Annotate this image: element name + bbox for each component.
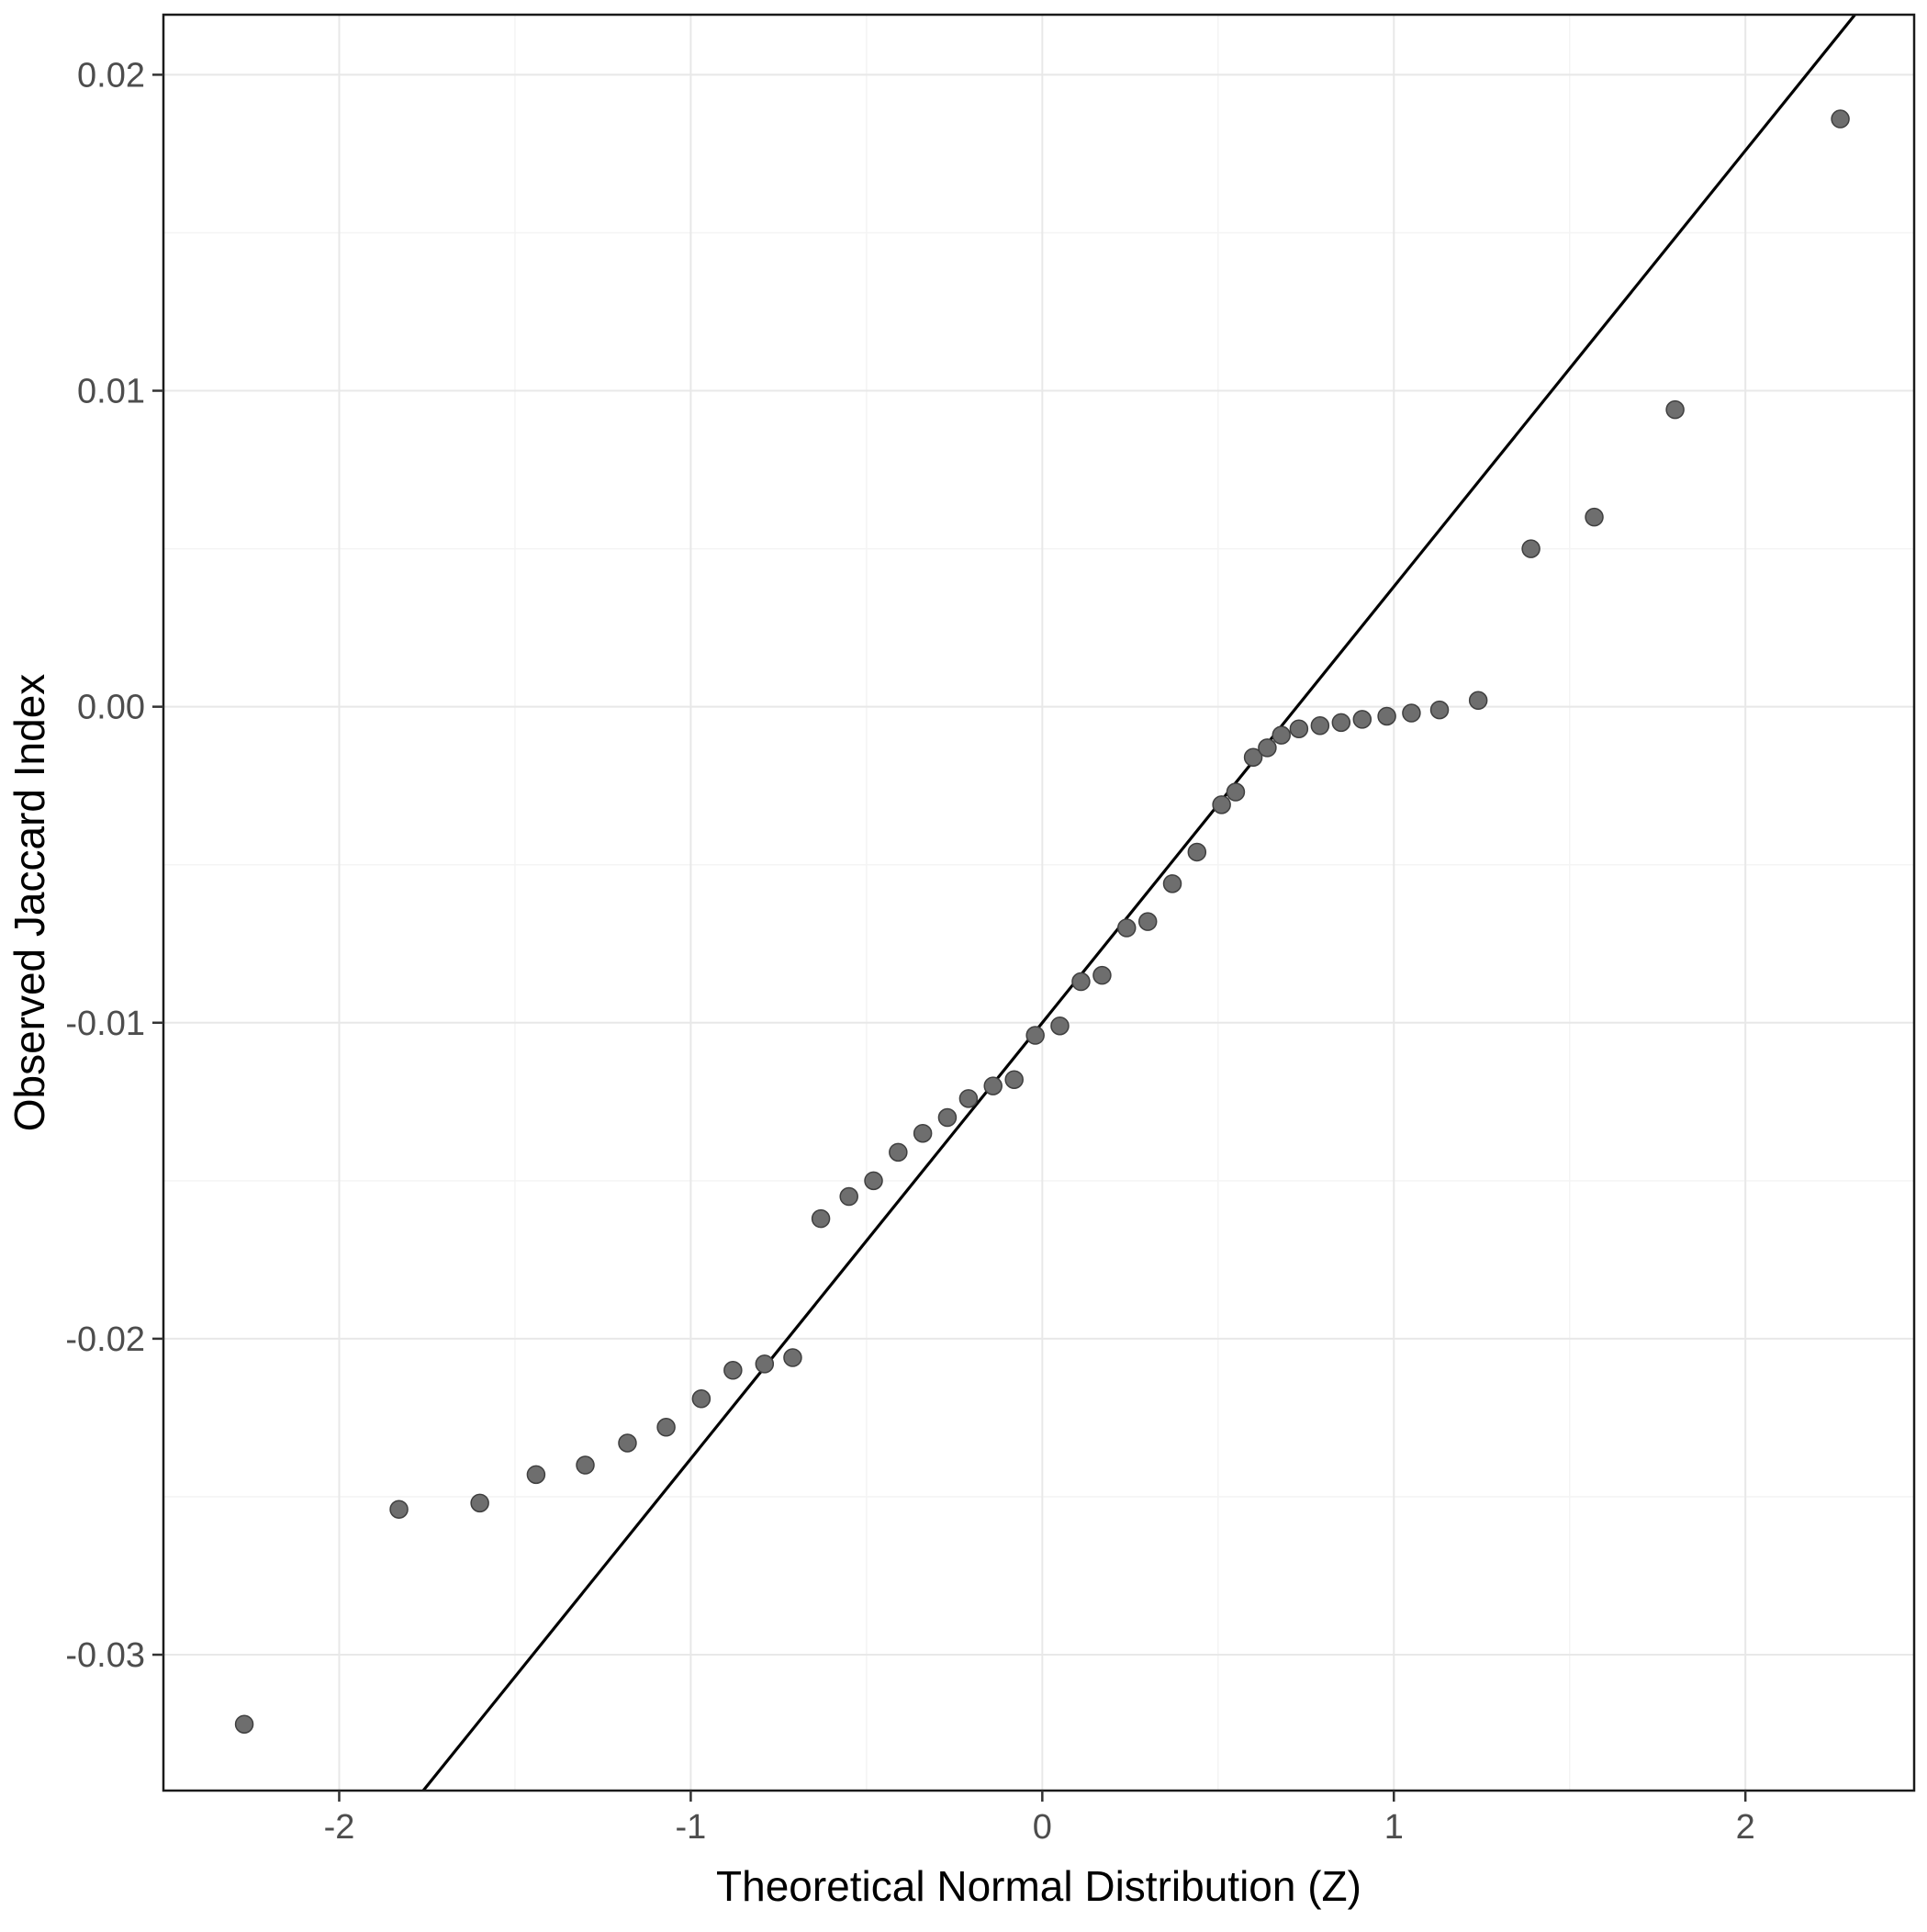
y-axis-title: Observed Jaccard Index	[6, 674, 53, 1132]
x-tick-label: 0	[1033, 1808, 1052, 1847]
data-point	[1429, 700, 1450, 720]
y-tick-label: 0.01	[77, 373, 145, 411]
data-point	[618, 1433, 637, 1453]
x-tick-label: 1	[1384, 1808, 1404, 1847]
data-point	[1025, 1026, 1045, 1045]
data-point	[1212, 795, 1231, 814]
data-point	[526, 1465, 546, 1485]
data-point	[1243, 747, 1263, 767]
data-point	[576, 1455, 595, 1475]
data-point	[691, 1389, 711, 1409]
data-point	[1665, 399, 1685, 420]
reference-line	[420, 15, 1857, 1791]
data-point	[470, 1493, 489, 1513]
data-point	[889, 1142, 908, 1163]
data-point	[1226, 782, 1246, 802]
y-tick-label: -0.01	[65, 1005, 145, 1043]
data-point	[983, 1076, 1003, 1095]
data-point	[1331, 713, 1351, 733]
data-point	[1116, 918, 1137, 938]
data-point	[1402, 703, 1421, 723]
x-tick-label: -2	[324, 1808, 355, 1847]
panel-border	[162, 13, 1916, 1792]
y-tick-label: 0.00	[77, 689, 145, 727]
data-point	[1468, 691, 1488, 711]
x-tick-label: -1	[675, 1808, 706, 1847]
data-point	[783, 1348, 802, 1367]
data-point	[1831, 109, 1850, 129]
data-point	[1289, 719, 1309, 738]
grid-major-lines	[163, 15, 1914, 1791]
data-point	[234, 1714, 254, 1734]
data-point	[1004, 1070, 1024, 1089]
data-point	[656, 1418, 676, 1437]
data-point	[1071, 972, 1091, 992]
data-point	[1377, 706, 1396, 726]
data-point	[913, 1123, 933, 1143]
y-tick-label: 0.02	[77, 56, 145, 95]
data-point	[1187, 842, 1207, 862]
reference-line-layer	[420, 15, 1857, 1791]
data-point	[1521, 539, 1540, 558]
y-tick-label: -0.02	[65, 1320, 145, 1359]
data-point	[389, 1500, 409, 1519]
data-point	[1352, 710, 1372, 729]
data-point	[1272, 725, 1291, 745]
data-point	[864, 1171, 883, 1191]
data-point	[755, 1354, 775, 1374]
y-axis: -0.03 -0.02 -0.01 0.00 0.01 0.02	[65, 56, 163, 1675]
grid-minor-lines	[163, 15, 1914, 1791]
data-point	[839, 1186, 858, 1207]
data-point	[1162, 874, 1182, 893]
data-point	[1585, 507, 1604, 527]
y-tick-label: -0.03	[65, 1636, 145, 1675]
data-point	[937, 1107, 958, 1128]
x-tick-label: 2	[1736, 1808, 1755, 1847]
x-axis: -2 -1 0 1 2	[324, 1791, 1755, 1847]
data-point	[1258, 738, 1277, 758]
data-point	[723, 1361, 743, 1380]
data-point	[958, 1089, 979, 1108]
data-point	[1310, 716, 1330, 736]
x-axis-title: Theoretical Normal Distribution (Z)	[716, 1862, 1361, 1910]
data-point	[811, 1208, 831, 1229]
data-point	[1050, 1016, 1070, 1036]
data-point	[1092, 965, 1112, 985]
points-layer	[234, 109, 1850, 1734]
data-point	[1137, 912, 1158, 931]
